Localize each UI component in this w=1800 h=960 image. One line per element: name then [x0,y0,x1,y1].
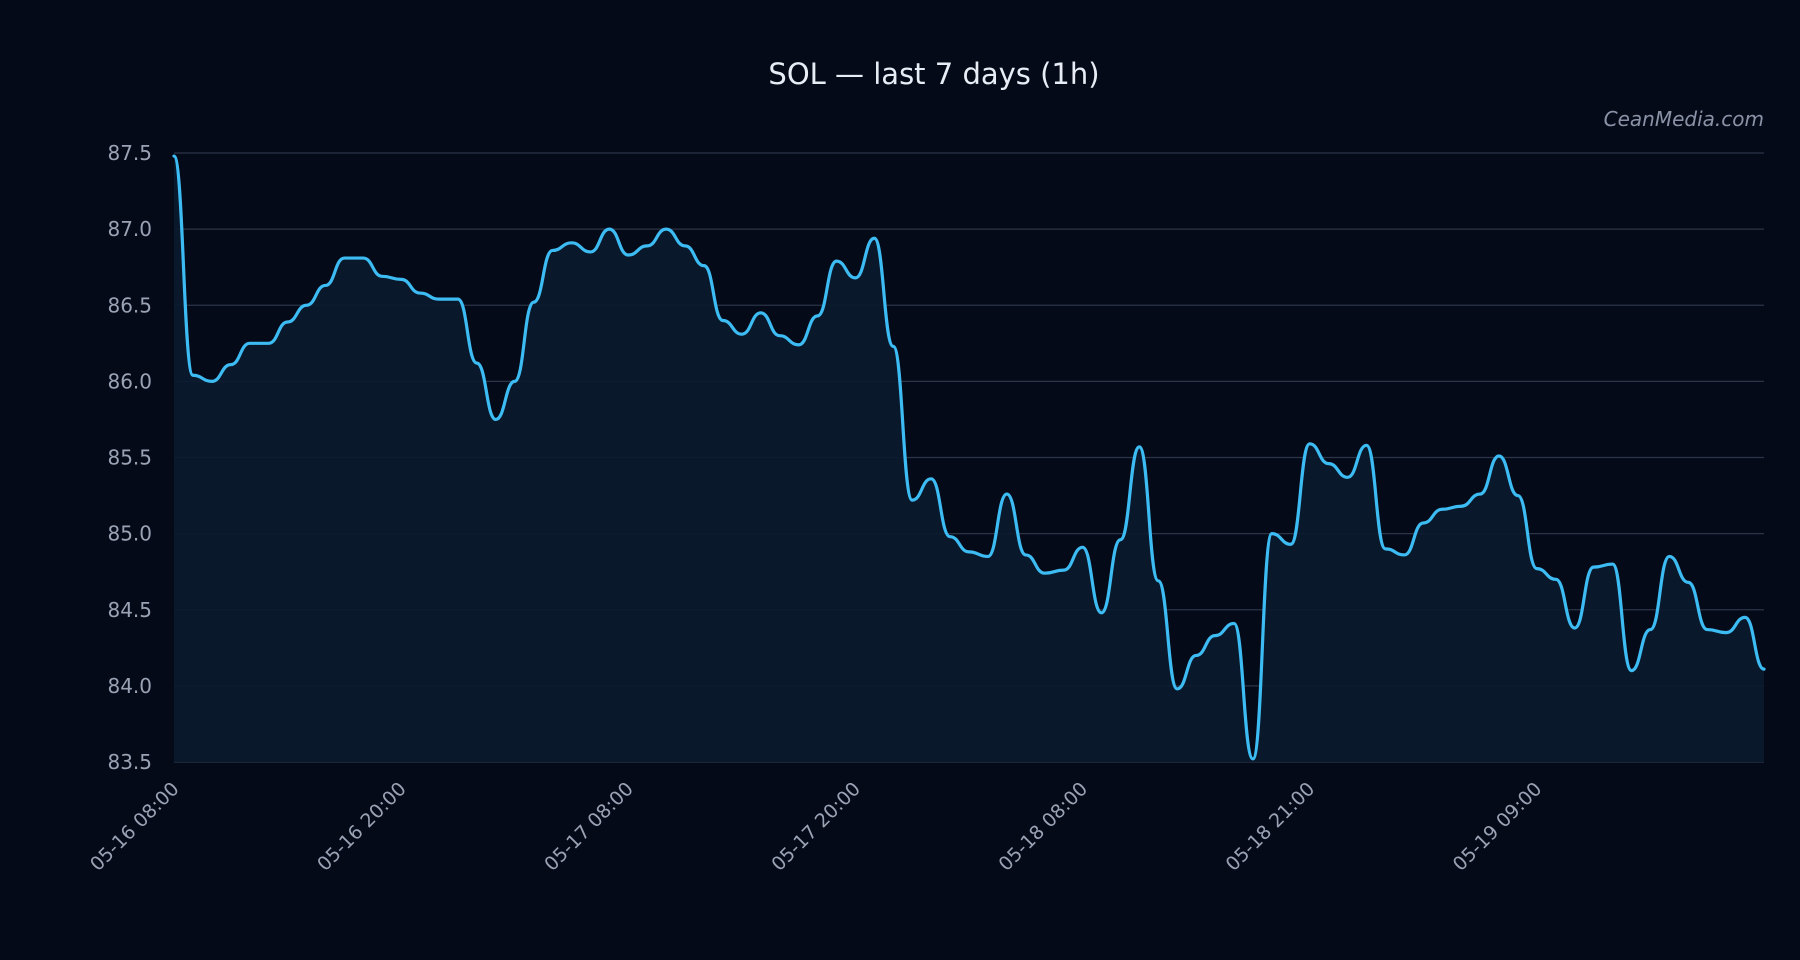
y-tick-label: 86.0 [107,369,152,393]
series-line [172,154,1766,761]
chart-title: SOL — last 7 days (1h) [768,57,1099,91]
x-tick-label: 05-19 09:00 [1449,778,1547,876]
y-tick-label: 84.0 [107,674,152,698]
watermark: CeanMedia.com [1604,107,1764,131]
x-tick-label: 05-17 20:00 [767,778,865,876]
x-tick-label: 05-16 08:00 [86,778,184,876]
y-tick-label: 84.5 [107,598,152,622]
y-tick-label: 85.0 [107,522,152,546]
series-area [174,156,1764,763]
x-tick-label: 05-16 20:00 [313,778,411,876]
y-tick-label: 86.5 [107,293,152,317]
y-tick-label: 87.5 [107,141,152,165]
y-tick-label: 83.5 [107,750,152,774]
x-tick-label: 05-18 08:00 [995,778,1093,876]
x-tick-label: 05-18 21:00 [1222,778,1320,876]
y-tick-label: 85.5 [107,446,152,470]
y-axis-ticks: 87.5 87.0 86.5 86.0 85.5 85.0 84.5 84.0 83.5 [107,141,152,774]
y-tick-label: 87.0 [107,217,152,241]
x-tick-label: 05-17 08:00 [540,778,638,876]
x-axis-ticks: 05-16 08:00 05-16 20:00 05-17 08:00 05-17 2… [86,778,1546,876]
